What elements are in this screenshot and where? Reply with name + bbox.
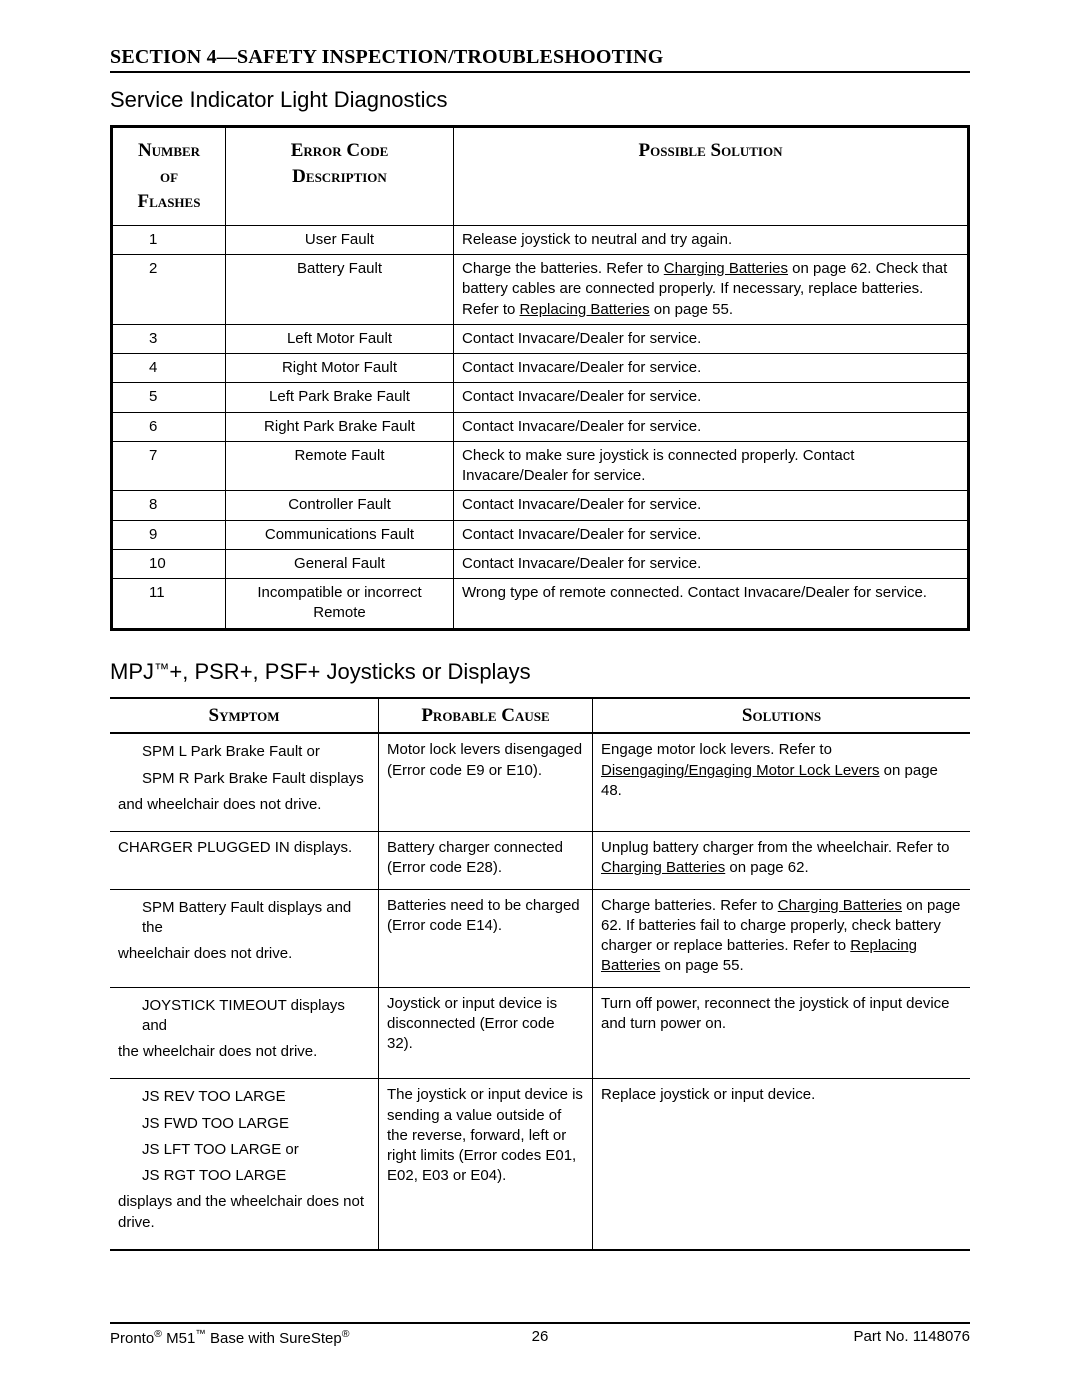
- cell-flashes: 8: [112, 491, 226, 520]
- cell-flashes: 4: [112, 354, 226, 383]
- table-row: JS REV TOO LARGEJS FWD TOO LARGEJS LFT T…: [110, 1079, 970, 1250]
- cell-desc: Controller Fault: [226, 491, 454, 520]
- cell-flashes: 11: [112, 579, 226, 630]
- cell-solution: Check to make sure joystick is connected…: [454, 441, 969, 491]
- table-row: JOYSTICK TIMEOUT displays andthe wheelch…: [110, 987, 970, 1079]
- cell-desc: Battery Fault: [226, 255, 454, 325]
- cell-flashes: 3: [112, 324, 226, 353]
- cell-symptom: SPM L Park Brake Fault orSPM R Park Brak…: [110, 733, 379, 831]
- diagnostics-table: NumberofFlashes Error CodeDescription Po…: [110, 125, 970, 631]
- cell-flashes: 2: [112, 255, 226, 325]
- cell-desc: User Fault: [226, 225, 454, 254]
- cell-flashes: 10: [112, 549, 226, 578]
- cell-desc: Right Park Brake Fault: [226, 412, 454, 441]
- cell-symptom: JOYSTICK TIMEOUT displays andthe wheelch…: [110, 987, 379, 1079]
- table2-col-solutions: Solutions: [593, 698, 971, 734]
- table1-col-desc: Error CodeDescription: [226, 127, 454, 226]
- table-row: CHARGER PLUGGED IN displays.Battery char…: [110, 832, 970, 890]
- cell-flashes: 7: [112, 441, 226, 491]
- table-row: SPM L Park Brake Fault orSPM R Park Brak…: [110, 733, 970, 831]
- footer-page-number: 26: [110, 1328, 970, 1345]
- cell-symptom: SPM Battery Fault displays and thewheelc…: [110, 889, 379, 987]
- cell-desc: Communications Fault: [226, 520, 454, 549]
- table-row: 3Left Motor FaultContact Invacare/Dealer…: [112, 324, 969, 353]
- cell-solution: Contact Invacare/Dealer for service.: [454, 491, 969, 520]
- table-row: 11Incompatible or incorrect RemoteWrong …: [112, 579, 969, 630]
- cell-desc: Left Motor Fault: [226, 324, 454, 353]
- cell-desc: Remote Fault: [226, 441, 454, 491]
- section-header: SECTION 4—SAFETY INSPECTION/TROUBLESHOOT…: [110, 46, 970, 69]
- cell-solution: Release joystick to neutral and try agai…: [454, 225, 969, 254]
- cell-desc: Incompatible or incorrect Remote: [226, 579, 454, 630]
- cell-solution: Contact Invacare/Dealer for service.: [454, 354, 969, 383]
- table-row: 1User FaultRelease joystick to neutral a…: [112, 225, 969, 254]
- table-row: 8Controller FaultContact Invacare/Dealer…: [112, 491, 969, 520]
- cell-desc: Right Motor Fault: [226, 354, 454, 383]
- table-row: 10General FaultContact Invacare/Dealer f…: [112, 549, 969, 578]
- cell-desc: Left Park Brake Fault: [226, 383, 454, 412]
- table1-col-flashes: NumberofFlashes: [112, 127, 226, 226]
- table-row: SPM Battery Fault displays and thewheelc…: [110, 889, 970, 987]
- cell-cause: Battery charger connected (Error code E2…: [379, 832, 593, 890]
- cell-symptom: JS REV TOO LARGEJS FWD TOO LARGEJS LFT T…: [110, 1079, 379, 1250]
- cell-flashes: 5: [112, 383, 226, 412]
- table2-col-symptom: Symptom: [110, 698, 379, 734]
- cell-cause: Motor lock levers disengaged (Error code…: [379, 733, 593, 831]
- cell-cause: Joystick or input device is disconnected…: [379, 987, 593, 1079]
- table2-col-cause: Probable Cause: [379, 698, 593, 734]
- cell-solution: Contact Invacare/Dealer for service.: [454, 383, 969, 412]
- table-row: 4Right Motor FaultContact Invacare/Deale…: [112, 354, 969, 383]
- cell-flashes: 6: [112, 412, 226, 441]
- cell-desc: General Fault: [226, 549, 454, 578]
- cell-solution: Charge the batteries. Refer to Charging …: [454, 255, 969, 325]
- cell-solution: Unplug battery charger from the wheelcha…: [593, 832, 971, 890]
- cell-flashes: 1: [112, 225, 226, 254]
- table2-heading: MPJ™+, PSR+, PSF+ Joysticks or Displays: [110, 659, 970, 685]
- table1-col-solution: Possible Solution: [454, 127, 969, 226]
- table1-heading: Service Indicator Light Diagnostics: [110, 87, 970, 113]
- cell-cause: Batteries need to be charged (Error code…: [379, 889, 593, 987]
- table-row: 5Left Park Brake FaultContact Invacare/D…: [112, 383, 969, 412]
- table-row: 2Battery FaultCharge the batteries. Refe…: [112, 255, 969, 325]
- cell-solution: Contact Invacare/Dealer for service.: [454, 412, 969, 441]
- cell-solution: Contact Invacare/Dealer for service.: [454, 324, 969, 353]
- page-footer: Pronto® M51™ Base with SureStep® 26 Part…: [110, 1322, 970, 1347]
- cell-solution: Charge batteries. Refer to Charging Batt…: [593, 889, 971, 987]
- cell-cause: The joystick or input device is sending …: [379, 1079, 593, 1250]
- cell-solution: Contact Invacare/Dealer for service.: [454, 520, 969, 549]
- table-row: 7Remote FaultCheck to make sure joystick…: [112, 441, 969, 491]
- cell-solution: Wrong type of remote connected. Contact …: [454, 579, 969, 630]
- cell-solution: Engage motor lock levers. Refer to Disen…: [593, 733, 971, 831]
- header-rule: [110, 71, 970, 73]
- table-row: 6Right Park Brake FaultContact Invacare/…: [112, 412, 969, 441]
- cell-flashes: 9: [112, 520, 226, 549]
- cell-solution: Replace joystick or input device.: [593, 1079, 971, 1250]
- cell-solution: Turn off power, reconnect the joystick o…: [593, 987, 971, 1079]
- cell-solution: Contact Invacare/Dealer for service.: [454, 549, 969, 578]
- table-row: 9Communications FaultContact Invacare/De…: [112, 520, 969, 549]
- cell-symptom: CHARGER PLUGGED IN displays.: [110, 832, 379, 890]
- troubleshooting-table: Symptom Probable Cause Solutions SPM L P…: [110, 697, 970, 1251]
